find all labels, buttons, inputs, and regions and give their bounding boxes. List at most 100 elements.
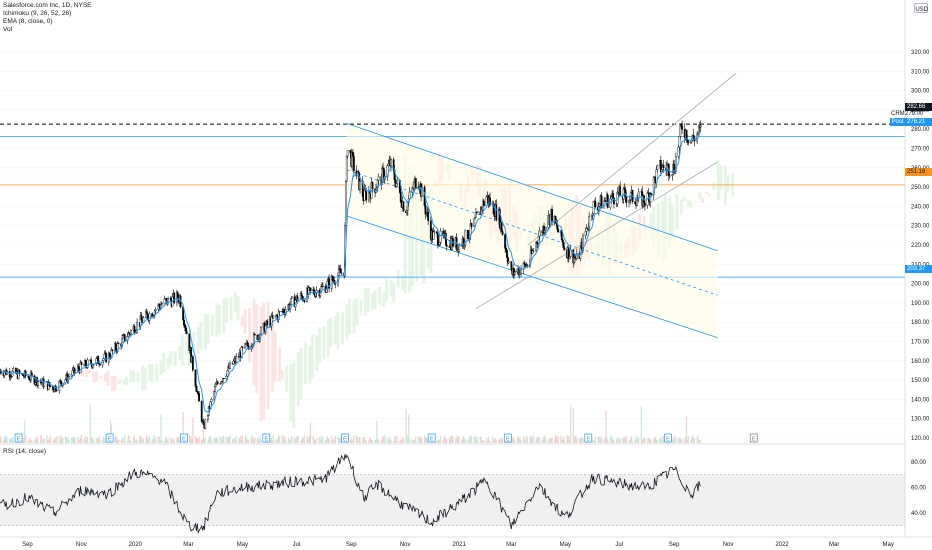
candle-body — [346, 150, 349, 157]
cloud-segment — [255, 304, 259, 394]
candle-body — [628, 200, 630, 203]
volume-bar — [575, 435, 577, 443]
volume-bar — [680, 439, 682, 443]
volume-bar — [97, 438, 99, 443]
volume-bar — [52, 439, 54, 443]
volume-bar — [127, 435, 129, 443]
volume-bar — [489, 440, 491, 443]
volume-bar — [313, 438, 315, 443]
candle-body — [371, 182, 374, 190]
price-tick-label: 200.00 — [911, 282, 930, 288]
candle-body — [344, 181, 347, 226]
volume-bar — [328, 438, 330, 443]
volume-bar — [483, 440, 485, 443]
rsi-axis[interactable]: 80.00 60.00 40.00 — [911, 460, 927, 517]
volume-bar — [573, 436, 575, 443]
candle-body — [123, 334, 126, 342]
cloud-segment — [95, 371, 99, 382]
volume-bar — [86, 440, 88, 443]
volume-bar — [631, 436, 633, 443]
cloud-segment — [280, 369, 284, 379]
volume-bar — [247, 440, 249, 443]
volume-bar — [339, 437, 341, 443]
cloud-segment — [122, 379, 126, 385]
candle-body — [671, 174, 674, 177]
cloud-segment — [92, 372, 96, 383]
cloud-segment — [169, 351, 173, 365]
candle-body — [74, 370, 77, 373]
cloud-segment — [148, 363, 152, 381]
volume-bar — [201, 439, 203, 443]
volume-bar — [71, 437, 73, 443]
volume-bar — [477, 437, 479, 443]
volume-bar — [494, 438, 497, 443]
volume-bar — [65, 436, 67, 443]
volume-bar — [456, 435, 458, 443]
candle-body — [183, 319, 185, 326]
candle-body — [158, 304, 161, 307]
volume-bar — [449, 436, 451, 443]
volume-bar — [362, 438, 364, 443]
volume-bar — [600, 437, 602, 443]
volume-bar — [370, 437, 372, 443]
volume-bar — [523, 438, 526, 443]
candle-body — [71, 370, 74, 376]
svg-text:E: E — [182, 437, 186, 443]
candle-body — [91, 364, 94, 368]
volume-bar — [31, 440, 33, 443]
ichimoku-legend[interactable]: Ichimoku (9, 26, 52, 26) — [3, 10, 72, 17]
volume-bar — [616, 437, 619, 443]
volume-bar — [532, 435, 535, 443]
volume-bar — [271, 440, 274, 443]
candle-body — [551, 208, 553, 223]
candle-body — [681, 125, 683, 130]
volume-bar — [117, 439, 119, 443]
price-tick-label: 320.00 — [911, 50, 930, 56]
volume-bar — [223, 435, 225, 443]
time-axis[interactable]: Sep Nov 2020 Mar May Jul Sep Nov 2021 Mar May Jul Se… — [22, 542, 894, 548]
candle-body — [483, 200, 485, 206]
cloud-segment — [371, 293, 375, 310]
volume-bar — [195, 437, 197, 443]
earnings-marker: E — [341, 433, 349, 443]
volume-bar — [349, 440, 351, 443]
alert-icon[interactable] — [914, 3, 928, 13]
volume-bar — [637, 438, 639, 443]
volume-bar — [581, 437, 583, 443]
volume-bar — [122, 437, 124, 443]
volume-bar — [628, 440, 630, 443]
cloud-segment — [326, 318, 330, 357]
volume-bar — [142, 438, 144, 443]
volume-bar — [294, 439, 297, 443]
candle-body — [191, 356, 194, 371]
volume-bar — [36, 436, 38, 443]
candle-body — [214, 383, 217, 387]
volume-bar — [618, 438, 620, 443]
volume-bar — [139, 435, 141, 443]
cloud-segment — [385, 278, 389, 302]
volume-bar — [24, 419, 26, 443]
volume-bar — [470, 435, 472, 443]
volume-bar — [486, 440, 489, 443]
cloud-segment — [355, 298, 359, 325]
volume-bar — [66, 439, 68, 443]
cloud-segment — [225, 298, 229, 323]
candle-body — [573, 257, 576, 264]
volume-legend[interactable]: Vol — [3, 26, 13, 33]
volume-bar — [3, 437, 6, 443]
volume-bar — [34, 440, 36, 443]
rsi-legend[interactable]: RSI (14, close) — [3, 448, 46, 455]
cloud-segment — [192, 332, 196, 355]
volume-bar — [531, 437, 534, 443]
cloud-segment — [708, 194, 712, 197]
candle-body — [606, 194, 609, 208]
svg-text:E: E — [586, 437, 590, 443]
candle-body — [424, 205, 427, 215]
volume-bar — [30, 439, 32, 443]
volume-bar — [297, 436, 299, 443]
volume-bar — [55, 438, 57, 443]
ema-legend[interactable]: EMA (8, close, 0) — [3, 18, 53, 25]
candle-body — [437, 233, 439, 246]
candle-body — [365, 190, 368, 201]
